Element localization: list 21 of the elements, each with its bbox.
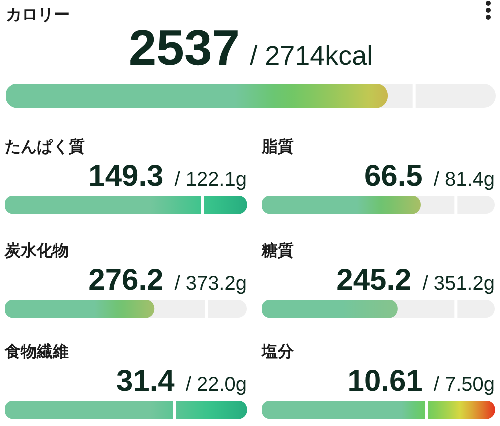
data-label: 66.5: [364, 160, 423, 193]
data-label: 245.2: [336, 264, 412, 297]
data-label: 149.3: [88, 160, 164, 193]
data-label: / 351.2g: [422, 273, 495, 295]
text: 糖質: [262, 241, 294, 260]
text: 脂質: [262, 137, 294, 156]
text: 塩分: [262, 342, 294, 361]
data-label: 276.2: [88, 264, 164, 297]
text: 食物繊維: [5, 342, 69, 361]
data-label: / 22.0g: [186, 374, 247, 396]
text: カロリー: [6, 5, 70, 24]
data-label: 31.4: [116, 365, 176, 398]
data-label: 10.61: [348, 365, 423, 398]
data-label: / 122.1g: [174, 169, 247, 191]
data-label: 2537: [128, 20, 240, 76]
data-label: / 7.50g: [434, 374, 495, 396]
text: 炭水化物: [5, 241, 69, 260]
data-label: / 2714kcal: [250, 41, 374, 71]
text: たんぱく質: [5, 137, 85, 156]
data-label: / 373.2g: [174, 273, 247, 295]
data-label: / 81.4g: [434, 169, 495, 191]
